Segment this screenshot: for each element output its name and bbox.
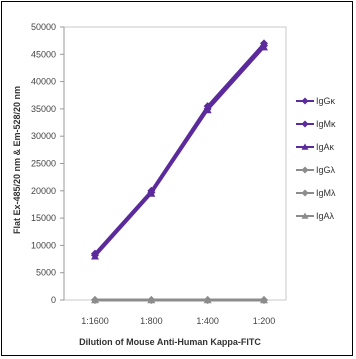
legend-label: IgMκ [316,119,336,129]
data-point [147,296,156,304]
data-point [203,105,212,114]
y-tick-label: 15000 [31,213,56,223]
y-tick-label: 5000 [36,268,56,278]
data-point [301,166,309,174]
data-point [260,43,268,51]
y-tick-label: 45000 [31,49,56,59]
data-point [301,97,309,105]
y-tick-label: 10000 [31,240,56,250]
plot-area [63,26,287,301]
data-point [203,296,212,304]
x-tick-label: 1:800 [140,316,163,326]
legend-label: IgGλ [316,165,336,175]
legend-label: IgAλ [316,211,335,221]
series-IgAλ [91,296,268,304]
data-point [301,120,309,128]
data-point [301,143,309,150]
legend-label: IgGκ [316,96,336,106]
legend-label: IgMλ [316,188,336,198]
legend-item: IgAλ [296,211,335,221]
legend-item: IgMκ [296,119,336,129]
data-point [91,252,99,260]
x-tick-label: 1:200 [253,316,276,326]
y-tick-label: 40000 [31,77,56,87]
y-tick-label: 25000 [31,159,56,169]
data-point [301,189,309,197]
series-IgAκ [91,43,268,260]
x-tick-label: 1:1600 [81,316,109,326]
y-axis-label: Flat Ex-485/20 nm & Em-528/20 nm [12,86,22,234]
data-point [260,296,268,304]
y-tick-label: 50000 [31,22,56,32]
legend-item: IgGκ [296,96,336,106]
data-point [91,296,99,304]
y-tick-label: 35000 [31,104,56,114]
x-axis-label: Dilution of Mouse Anti-Human Kappa-FITC [79,337,261,347]
series-line [94,46,265,258]
legend-item: IgAκ [296,142,335,152]
legend-label: IgAκ [316,142,335,152]
legend-item: IgGλ [296,165,336,175]
data-point [147,189,156,197]
y-tick-label: 20000 [31,186,56,196]
legend-item: IgMλ [296,188,336,198]
x-tick-label: 1:400 [196,316,219,326]
data-point [301,212,309,219]
y-tick-label: 30000 [31,131,56,141]
y-tick-label: 0 [51,295,56,305]
